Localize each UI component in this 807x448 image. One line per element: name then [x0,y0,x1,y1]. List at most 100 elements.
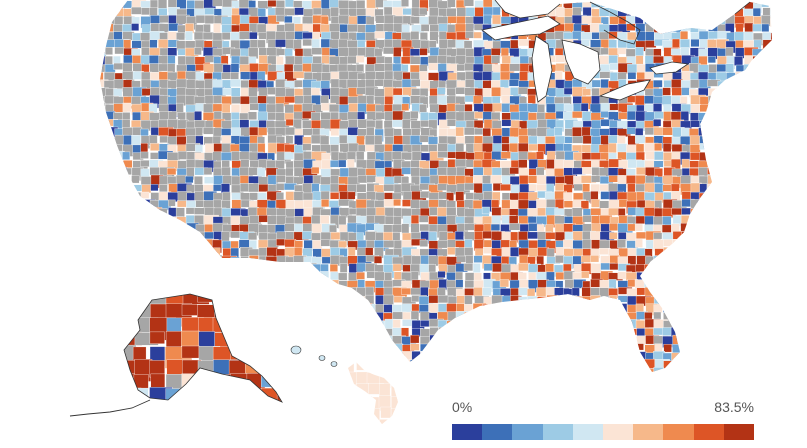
county-cell [338,14,350,25]
county-cell [689,15,705,29]
county-cell [708,120,718,130]
county-cell [100,360,105,369]
county-cell [716,311,727,320]
county-cell [230,294,247,313]
county-cell [267,367,282,372]
county-cell [536,327,547,338]
county-cell [277,318,282,342]
county-cell [654,151,664,161]
county-cell [490,174,502,184]
county-cell [249,286,261,295]
county-cell [527,311,537,320]
county-cell [580,103,589,112]
county-cell [266,320,278,328]
county-cell [697,16,709,25]
county-cell [311,360,325,369]
county-cell [716,103,727,115]
county-cell [132,214,141,229]
county-cell [481,206,490,215]
county-cell [760,304,769,316]
county-cell [149,232,164,242]
county-cell [681,158,690,168]
county-cell [564,295,578,304]
county-cell [717,192,730,205]
county-cell [499,368,514,372]
county-cell [743,367,752,372]
county-cell [131,239,147,254]
county-cell [230,279,244,294]
county-cell [707,240,721,250]
county-cell [168,23,179,32]
county-cell [338,358,353,367]
county-cell [680,47,690,57]
county-cell [239,287,252,299]
county-cell [276,387,282,402]
county-cell [726,112,738,123]
county-cell [761,200,772,214]
county-cell [608,312,617,322]
county-cell [663,344,672,353]
county-cell [321,368,334,372]
county-cell [245,304,264,322]
county-cell [644,264,652,275]
county-cell [356,350,365,359]
county-cell [517,86,529,95]
county-cell [367,408,380,422]
county-cell [294,271,303,279]
county-cell [706,320,716,334]
county-cell [536,368,548,372]
county-cell [708,16,719,28]
county-cell [717,224,726,232]
county-cell [725,80,739,92]
county-cell [690,7,704,18]
county-cell [544,335,555,349]
county-cell [456,320,471,334]
county-cell [222,191,231,202]
county-cell [653,296,664,305]
county-cell [482,304,496,318]
county-cell [581,271,590,279]
county-cell [761,144,772,157]
county-cell [699,231,709,245]
county-cell [742,151,757,158]
county-cell [600,296,613,310]
county-cell [626,175,636,185]
county-cell [181,373,200,390]
county-cell [726,312,738,322]
county-cell [266,311,275,320]
county-cell [526,359,535,371]
county-cell [555,343,566,352]
county-cell [672,279,681,288]
county-cell [374,88,386,98]
county-cell [698,215,715,229]
county-cell [752,287,762,299]
county-cell [644,95,655,104]
county-cell [366,360,376,367]
county-cell [149,331,165,344]
county-cell [302,120,313,129]
county-cell [761,319,771,333]
county-cell [261,387,282,402]
county-cell [599,359,612,372]
county-cell [113,294,129,302]
county-cell [690,328,699,338]
county-cell [635,238,643,248]
county-cell [563,143,573,152]
county-cell [743,80,756,91]
county-cell [545,328,556,340]
county-cell [699,120,715,131]
county-cell [221,72,231,80]
county-cell [707,56,716,64]
county-cell [770,224,772,238]
county-cell [726,263,741,275]
county-cell [689,271,699,280]
county-cell [392,343,404,354]
county-cell [100,239,108,253]
county-cell [366,319,375,330]
county-cell [312,327,328,336]
county-cell [726,119,739,129]
county-cell [580,368,589,372]
county-cell [384,96,394,106]
county-cell [392,420,398,424]
county-cell [752,295,765,309]
